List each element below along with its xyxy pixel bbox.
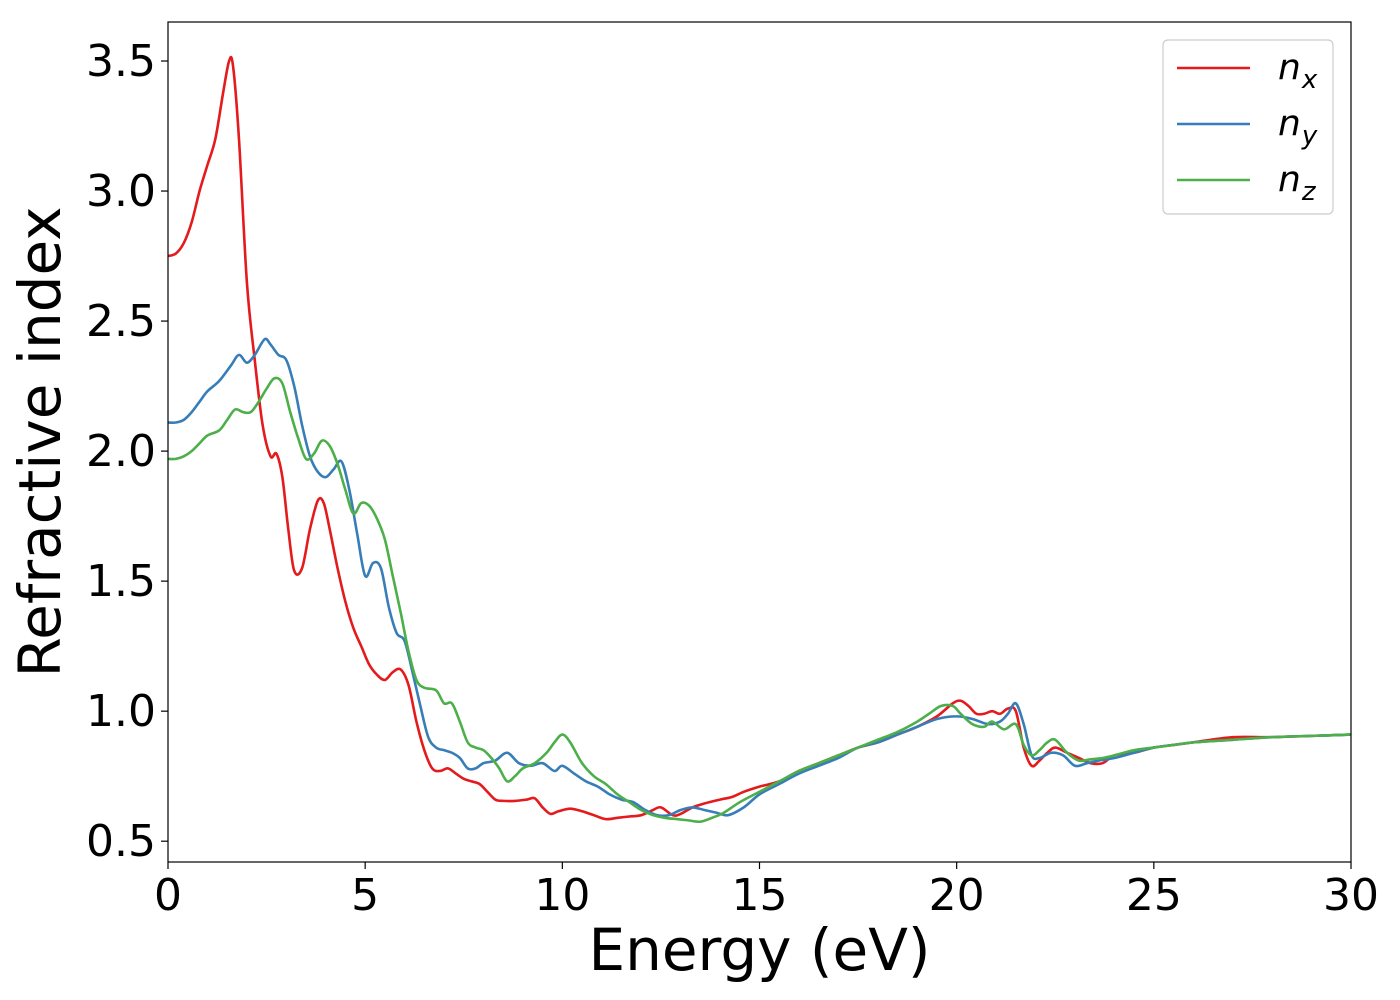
x-tick-label: 25	[1126, 870, 1182, 921]
legend-label-z: nz	[1278, 159, 1317, 207]
legend: nx ny nz	[1162, 39, 1334, 215]
y-axis-label: Refractive index	[6, 206, 74, 677]
legend-box	[1162, 39, 1334, 215]
series-line-y	[168, 337, 1351, 818]
y-tick-label: 3.0	[86, 166, 156, 217]
x-tick-label: 0	[154, 870, 182, 921]
y-tick-label: 2.5	[86, 296, 156, 347]
x-tick-label: 20	[929, 870, 985, 921]
y-tick-label: 3.5	[86, 36, 156, 87]
series-line-z	[168, 376, 1351, 824]
series-layer	[168, 55, 1351, 824]
x-tick-label: 5	[351, 870, 379, 921]
legend-label-y: ny	[1278, 103, 1318, 151]
y-tick-label: 0.5	[86, 816, 156, 867]
x-axis-label: Energy (eV)	[588, 916, 930, 984]
y-tick-label: 2.0	[86, 426, 156, 477]
x-tick-label: 15	[732, 870, 788, 921]
x-tick-label: 10	[534, 870, 590, 921]
ticks-layer: 0 5 10 15 20 25 30 0.5 1.0 1.5 2.0 2.5 3.0 3.5	[86, 36, 1379, 921]
x-tick-label: 30	[1323, 870, 1379, 921]
legend-label-x: nx	[1278, 47, 1318, 95]
y-tick-label: 1.0	[86, 686, 156, 737]
y-tick-label: 1.5	[86, 556, 156, 607]
